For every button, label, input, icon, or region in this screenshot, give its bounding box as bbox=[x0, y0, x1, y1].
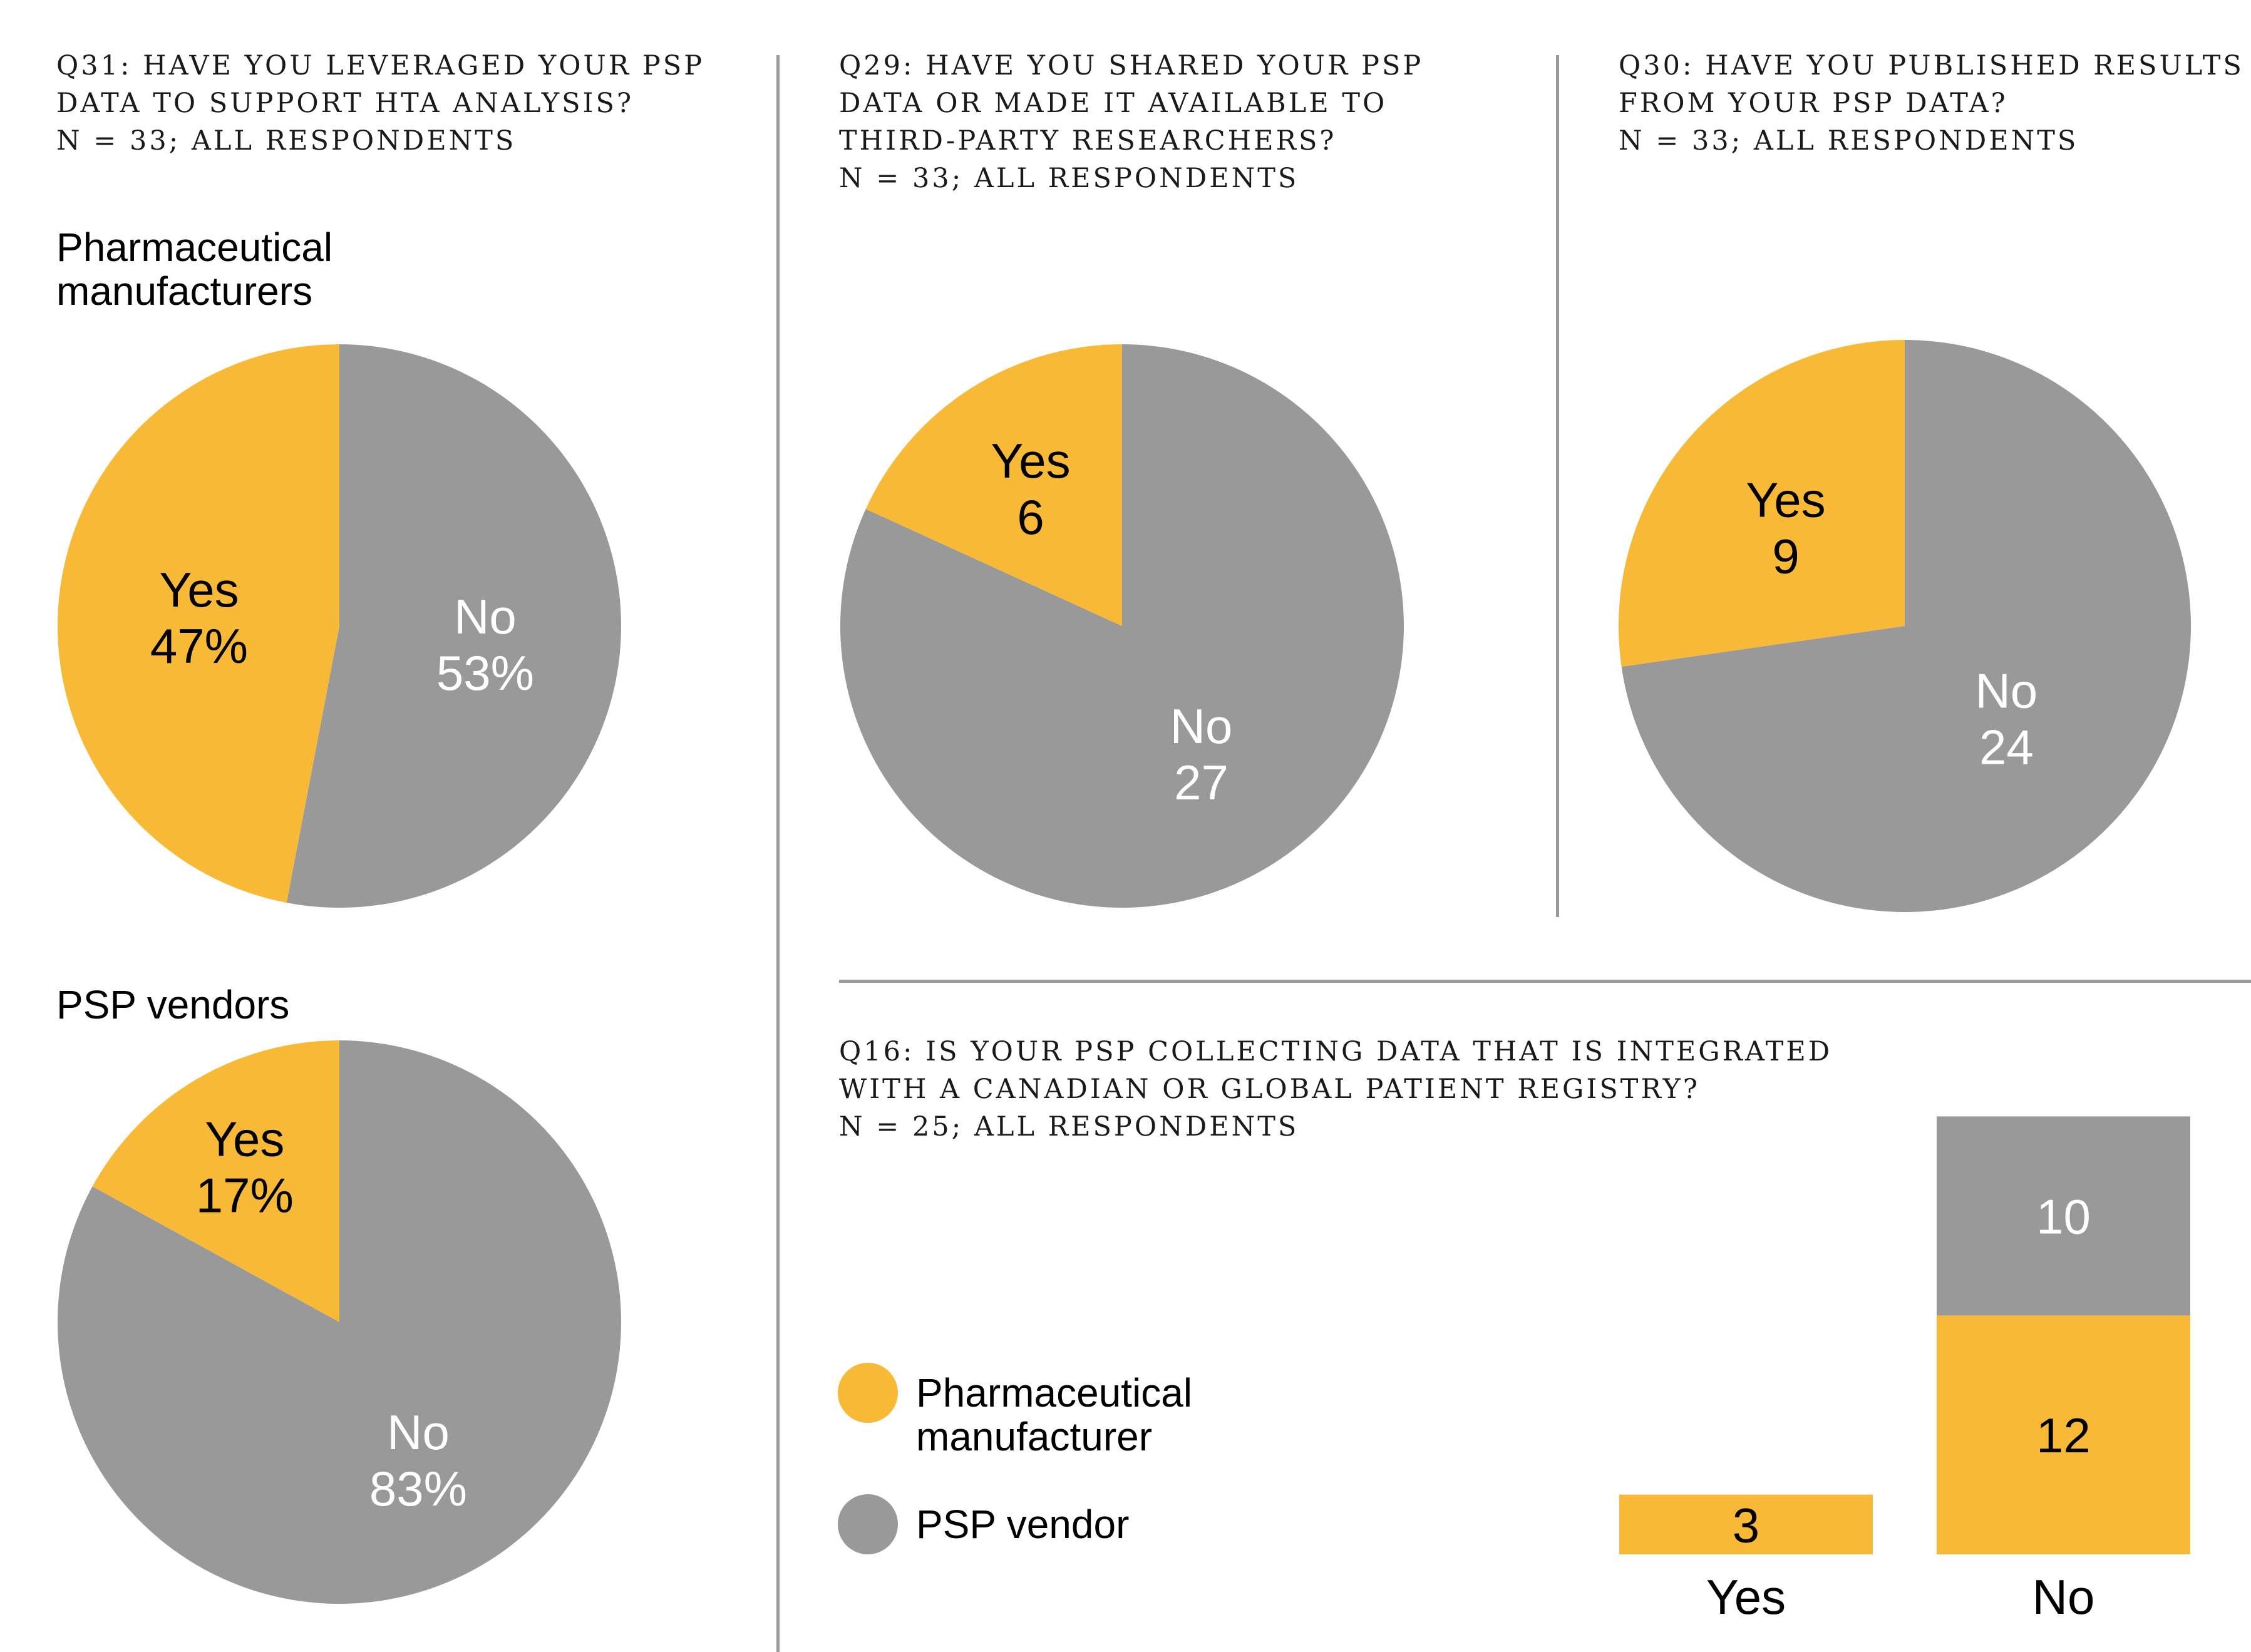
bar-value-label: 12 bbox=[2036, 1408, 2091, 1463]
q30-label-no-line: 24 bbox=[1979, 720, 2034, 775]
q31-manufacturers-label-yes-line: Yes bbox=[159, 562, 239, 617]
q31-vendors-label-yes: Yes 17% bbox=[196, 1111, 294, 1223]
q31-vendors-label-yes-line: 17% bbox=[196, 1167, 294, 1223]
q30-slice-yes bbox=[1619, 340, 1905, 667]
q31-vendors-label-no: No 83% bbox=[369, 1405, 467, 1516]
legend-vendor-swatch bbox=[838, 1494, 898, 1554]
q30-label-yes: Yes 9 bbox=[1746, 472, 1825, 583]
q29-line-3: THIRD-PARTY RESEARCHERS? bbox=[839, 125, 1337, 156]
q29-slice-yes bbox=[865, 344, 1122, 626]
q31-line-2: DATA TO SUPPORT HTA ANALYSIS? bbox=[56, 88, 634, 119]
q29-line-2: DATA OR MADE IT AVAILABLE TO bbox=[839, 88, 1388, 119]
bar-yes-manufacturer bbox=[1619, 1494, 1873, 1554]
q31-manufacturers-label-yes-line: 47% bbox=[150, 618, 248, 674]
legend-manufacturer-line-2: manufacturer bbox=[916, 1414, 1153, 1459]
q29-label-yes: Yes 6 bbox=[991, 433, 1070, 545]
q29-label-no: No 27 bbox=[1170, 699, 1233, 810]
q31-vendors-slice-yes bbox=[92, 1040, 339, 1322]
q16-line-3: N = 25; ALL RESPONDENTS bbox=[839, 1111, 1299, 1142]
q31-manufacturers-slice-no bbox=[286, 344, 621, 908]
q30-label-no-line: No bbox=[1975, 664, 2037, 719]
q31-vendors-label-yes-line: Yes bbox=[205, 1111, 284, 1166]
q30-line-3: N = 33; ALL RESPONDENTS bbox=[1619, 125, 2079, 156]
group-label-line-2: manufacturers bbox=[56, 269, 313, 314]
q30-label-no: No 24 bbox=[1975, 664, 2037, 775]
q16-question: Q16: IS YOUR PSP COLLECTING DATA THAT IS… bbox=[839, 1033, 1832, 1146]
divider-right bbox=[1556, 55, 1559, 917]
q31-vendors-label-no-line: No bbox=[387, 1405, 450, 1460]
q31-line-3: N = 33; ALL RESPONDENTS bbox=[56, 125, 517, 156]
q30-question: Q30: HAVE YOU PUBLISHED RESULTS FROM YOU… bbox=[1619, 47, 2244, 160]
q31-manufacturers-label-no: No 53% bbox=[436, 589, 534, 700]
q29-question: Q29: HAVE YOU SHARED YOUR PSP DATA OR MA… bbox=[839, 47, 1423, 197]
q30-label-yes-line: Yes bbox=[1746, 472, 1825, 527]
q29-label-yes-line: Yes bbox=[991, 433, 1070, 488]
bar-no-manufacturer bbox=[1937, 1315, 2190, 1554]
bar-category-label: Yes bbox=[1706, 1569, 1786, 1624]
q30-label-yes-line: 9 bbox=[1772, 528, 1799, 583]
legend-manufacturer-label: Pharmaceutical manufacturer bbox=[916, 1371, 1192, 1459]
group-label-line-1: Pharmaceutical bbox=[56, 225, 333, 270]
legend-manufacturer-swatch bbox=[838, 1363, 898, 1423]
q30-line-2: FROM YOUR PSP DATA? bbox=[1619, 88, 2008, 119]
legend-manufacturer-line-1: Pharmaceutical bbox=[916, 1370, 1193, 1415]
q29-line-1: Q29: HAVE YOU SHARED YOUR PSP bbox=[839, 50, 1424, 81]
q31-manufacturers-label-yes: Yes 47% bbox=[150, 562, 248, 674]
q16-line-1: Q16: IS YOUR PSP COLLECTING DATA THAT IS… bbox=[839, 1036, 1833, 1067]
q31-vendors-label-no-line: 83% bbox=[369, 1461, 467, 1516]
q31-manufacturers-slice-yes bbox=[57, 344, 340, 903]
q29-label-yes-line: 6 bbox=[1017, 490, 1044, 545]
q31-question: Q31: HAVE YOU LEVERAGED YOUR PSP DATA TO… bbox=[56, 47, 704, 160]
q30-slice-no bbox=[1621, 340, 2192, 912]
bar-value-label: 3 bbox=[1733, 1497, 1759, 1552]
divider-horizontal bbox=[839, 980, 2251, 983]
q30-line-1: Q30: HAVE YOU PUBLISHED RESULTS bbox=[1619, 50, 2244, 81]
group-label-vendors: PSP vendors bbox=[56, 982, 290, 1027]
bar-no-vendor bbox=[1937, 1116, 2190, 1316]
q31-manufacturers-label-no-line: 53% bbox=[436, 645, 534, 700]
group-label-manufacturers: Pharmaceutical manufacturers bbox=[56, 225, 332, 313]
q29-label-no-line: No bbox=[1170, 699, 1233, 754]
q31-line-1: Q31: HAVE YOU LEVERAGED YOUR PSP bbox=[56, 50, 705, 81]
q16-line-2: WITH A CANADIAN OR GLOBAL PATIENT REGIST… bbox=[839, 1074, 1700, 1105]
bar-category-label: No bbox=[2032, 1569, 2095, 1624]
divider-left bbox=[776, 55, 780, 1652]
q31-manufacturers-label-no-line: No bbox=[454, 589, 517, 644]
q29-label-no-line: 27 bbox=[1174, 755, 1229, 810]
legend-vendor-label: PSP vendor bbox=[916, 1502, 1130, 1547]
q29-line-4: N = 33; ALL RESPONDENTS bbox=[839, 163, 1299, 194]
bar-value-label: 10 bbox=[2036, 1189, 2091, 1244]
